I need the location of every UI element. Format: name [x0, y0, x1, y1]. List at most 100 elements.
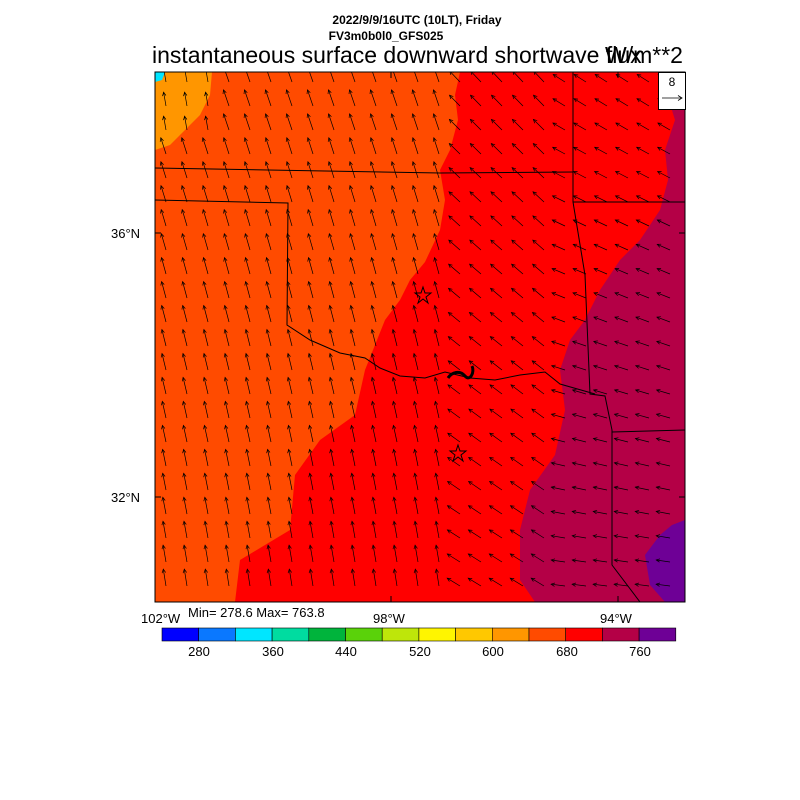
- wind-vector-head: [634, 437, 640, 442]
- wind-vector-head: [161, 496, 166, 502]
- wind-vector: [435, 449, 440, 467]
- wind-vector: [308, 329, 314, 347]
- wind-vector-head: [532, 94, 538, 100]
- wind-vector-head: [162, 115, 167, 121]
- wind-vector-head: [532, 191, 537, 196]
- wind-vector: [414, 425, 419, 443]
- wind-vector-head: [243, 137, 248, 142]
- wind-vector: [573, 146, 587, 155]
- wind-vector: [393, 72, 398, 83]
- wind-vector: [636, 146, 650, 155]
- wind-vector: [350, 401, 356, 419]
- wind-vector: [594, 219, 608, 227]
- wind-vector: [161, 257, 167, 275]
- wind-vector-head: [265, 66, 268, 70]
- wind-vector: [328, 89, 335, 107]
- wind-vector-head: [613, 388, 619, 393]
- wind-vector: [615, 146, 629, 155]
- wind-vector-head: [244, 208, 249, 214]
- wind-vector: [510, 384, 524, 395]
- wind-vector-head: [223, 352, 228, 358]
- wind-vector: [448, 215, 461, 227]
- wind-vector-head: [392, 424, 397, 430]
- wind-vector-head: [447, 287, 453, 293]
- wind-vector-head: [613, 461, 619, 466]
- wind-vector: [435, 569, 440, 587]
- wind-vector-head: [201, 161, 206, 166]
- colorbar-swatch: [271, 627, 310, 642]
- header-datetime: 2022/9/9/16UTC (10LT), Friday: [332, 13, 502, 27]
- wind-vector-head: [469, 94, 475, 100]
- wind-vector-head: [510, 287, 516, 293]
- wind-vector-head: [203, 496, 208, 502]
- wind-vector: [489, 432, 503, 443]
- wind-vector-head: [306, 89, 311, 94]
- wind-vector-head: [635, 171, 641, 175]
- wind-vector-head: [371, 448, 376, 454]
- wind-vector-head: [222, 161, 227, 166]
- wind-vector-head: [287, 496, 292, 502]
- wind-vector-head: [327, 89, 332, 94]
- wind-vector-head: [550, 509, 556, 515]
- wind-vector-head: [286, 232, 291, 238]
- wind-vector: [635, 268, 650, 275]
- wind-vector-head: [307, 376, 312, 382]
- wind-vector: [309, 425, 314, 443]
- wind-vector: [435, 545, 440, 563]
- wind-vector-head: [433, 376, 438, 382]
- wind-vector-head: [572, 340, 577, 345]
- wind-vector: [594, 98, 608, 107]
- wind-vector: [636, 122, 650, 131]
- wind-vector-head: [510, 360, 516, 365]
- wind-vector: [244, 161, 251, 179]
- wind-vector-head: [530, 529, 536, 534]
- wind-vector-head: [160, 352, 165, 358]
- wind-vector-head: [391, 208, 396, 214]
- wind-vector: [162, 545, 167, 563]
- wind-vector: [572, 316, 587, 323]
- wind-vector: [203, 257, 209, 275]
- wind-vector: [491, 143, 503, 155]
- wind-vector-field: [159, 66, 671, 587]
- wind-vector: [309, 473, 314, 491]
- wind-vector: [350, 257, 356, 275]
- wind-vector: [635, 511, 650, 515]
- wind-vector-head: [468, 408, 473, 413]
- wind-vector-head: [223, 232, 228, 238]
- wind-vector: [183, 497, 188, 515]
- wind-vector-head: [369, 137, 374, 142]
- wind-vector: [490, 312, 503, 323]
- wind-vector-head: [572, 243, 578, 248]
- wind-vector: [287, 353, 293, 371]
- wind-vector: [350, 305, 356, 323]
- wind-vector: [551, 583, 566, 587]
- wind-vector: [393, 449, 398, 467]
- wind-vector: [225, 473, 230, 491]
- wind-vector: [656, 292, 671, 299]
- wind-vector-head: [161, 544, 166, 550]
- wind-vector: [246, 425, 251, 443]
- wind-vector-head: [614, 243, 620, 248]
- colorbar-swatch: [235, 627, 273, 642]
- wind-vector-head: [572, 195, 578, 200]
- wind-vector-head: [350, 448, 355, 454]
- wind-vector-head: [245, 496, 250, 502]
- wind-vector-head: [307, 232, 312, 238]
- wind-vector-head: [328, 376, 333, 382]
- wind-vector: [433, 161, 440, 179]
- wind-vector: [447, 457, 461, 467]
- wind-vector-head: [511, 167, 517, 172]
- wind-vector: [286, 113, 293, 131]
- wind-vector-head: [550, 364, 556, 369]
- wind-vector-head: [413, 424, 418, 430]
- colorbar-tick-label: 360: [262, 644, 284, 659]
- wind-vector-head: [634, 364, 640, 369]
- wind-vector: [512, 119, 524, 131]
- wind-vector-head: [370, 352, 375, 358]
- wind-vector: [412, 161, 419, 179]
- wind-vector-head: [468, 263, 474, 269]
- reference-vector-value: 8: [668, 75, 676, 89]
- wind-vector-head: [287, 544, 292, 550]
- wind-vector: [433, 209, 440, 227]
